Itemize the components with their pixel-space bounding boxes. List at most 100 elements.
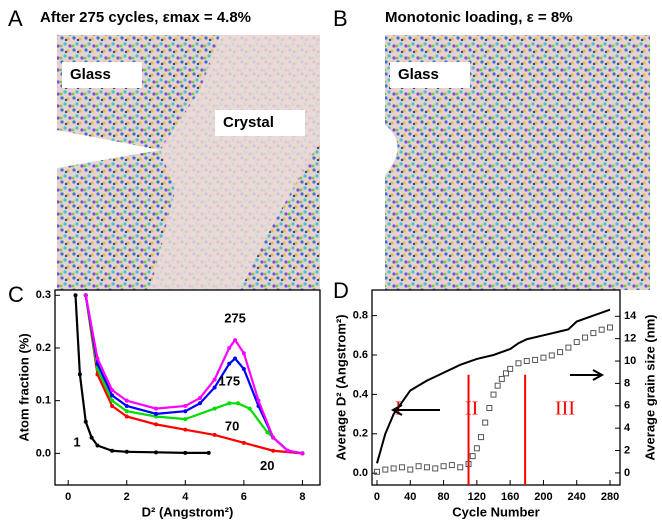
data-point: [236, 401, 241, 406]
x-tick-label: 40: [404, 491, 416, 503]
y-tick-label: 0.8: [353, 310, 368, 322]
y2-tick-label: 12: [624, 333, 636, 345]
data-point: [77, 372, 82, 377]
data-point: [95, 443, 100, 448]
data-point: [227, 401, 232, 406]
data-point: [557, 349, 564, 356]
y-tick-label: 0.4: [353, 388, 369, 400]
data-point: [183, 409, 188, 414]
data-point: [382, 466, 389, 473]
data-point: [265, 430, 270, 435]
data-point: [154, 422, 159, 427]
data-point: [247, 406, 252, 411]
plot-frame: [54, 289, 321, 486]
data-point: [183, 403, 188, 408]
data-point: [415, 463, 422, 470]
data-point: [540, 354, 547, 361]
label-box: [215, 110, 305, 136]
series-label: 175: [218, 374, 240, 389]
y-axis-label: Average D² (Angstrom²): [333, 314, 348, 460]
data-point: [590, 330, 597, 337]
phase-label: II: [465, 398, 478, 420]
x-tick-label: 8: [299, 491, 305, 503]
data-point: [110, 398, 115, 403]
data-point: [110, 393, 115, 398]
y2-tick-label: 0: [624, 467, 630, 479]
x-tick-label: 80: [437, 491, 449, 503]
y2-tick-label: 4: [624, 422, 631, 434]
data-point: [573, 339, 580, 346]
y2-tick-label: 6: [624, 400, 630, 412]
label-box: [390, 62, 470, 88]
data-point: [154, 450, 159, 455]
data-point: [212, 406, 217, 411]
data-point: [206, 450, 211, 455]
data-line: [74, 295, 209, 454]
data-point: [212, 377, 217, 382]
y2-tick-label: 2: [624, 444, 630, 456]
y-axis-label: Atom fraction (%): [16, 333, 31, 441]
data-point: [423, 464, 430, 471]
x-axis-label: D² (Angstrom²): [142, 504, 234, 519]
data-point: [515, 360, 522, 367]
data-point: [486, 405, 493, 412]
region-label: Glass: [398, 66, 439, 83]
y-tick-label: 0.2: [36, 342, 51, 354]
data-point: [212, 432, 217, 437]
x-tick-label: 160: [501, 491, 519, 503]
y-tick-label: 0.2: [353, 428, 368, 440]
data-point: [227, 361, 232, 366]
data-point: [183, 450, 188, 455]
data-point: [183, 417, 188, 422]
data-point: [124, 398, 129, 403]
y2-tick-label: 10: [624, 355, 636, 367]
data-point: [73, 293, 78, 298]
panel-title: Monotonic loading, ε = 8%: [385, 9, 573, 26]
crystal-region: [150, 35, 320, 290]
plot-frame: [371, 289, 621, 486]
y-tick-label: 0.6: [353, 349, 368, 361]
x-tick-label: 2: [124, 491, 130, 503]
data-point: [89, 435, 94, 440]
data-point: [598, 326, 605, 333]
y2-tick-label: 14: [624, 310, 637, 322]
data-point: [233, 356, 238, 361]
data-point: [532, 356, 539, 363]
data-line: [84, 295, 303, 455]
panel-letter: D: [333, 278, 349, 303]
data-point: [256, 398, 261, 403]
data-point: [432, 465, 439, 472]
data-point: [565, 344, 572, 351]
data-point: [124, 414, 129, 419]
data-point: [271, 435, 276, 440]
y-tick-label: 0.0: [353, 467, 368, 479]
data-point: [465, 460, 472, 467]
x-tick-label: 0: [374, 491, 380, 503]
y2-tick-label: 8: [624, 377, 630, 389]
data-point: [83, 419, 88, 424]
data-point: [398, 464, 405, 471]
data-point: [285, 448, 290, 453]
x-tick-label: 280: [601, 491, 619, 503]
x-tick-label: 200: [534, 491, 552, 503]
data-point: [440, 463, 447, 470]
panel-letter: A: [8, 6, 23, 31]
data-point: [507, 365, 514, 372]
panel-title: After 275 cycles, εmax = 4.8%: [40, 9, 251, 26]
region-label: Glass: [70, 66, 111, 83]
label-box: [62, 62, 142, 88]
data-point: [457, 464, 464, 471]
data-point: [124, 403, 129, 408]
data-point: [197, 396, 202, 401]
y-tick-label: 0.3: [36, 289, 51, 301]
x-tick-label: 120: [468, 491, 486, 503]
data-point: [498, 375, 505, 382]
data-point: [154, 406, 159, 411]
x-tick-label: 0: [65, 491, 71, 503]
region-label: Crystal: [223, 114, 274, 131]
series-label: 275: [224, 310, 246, 325]
data-point: [494, 382, 501, 389]
arrow: [570, 369, 605, 381]
data-point: [197, 401, 202, 406]
